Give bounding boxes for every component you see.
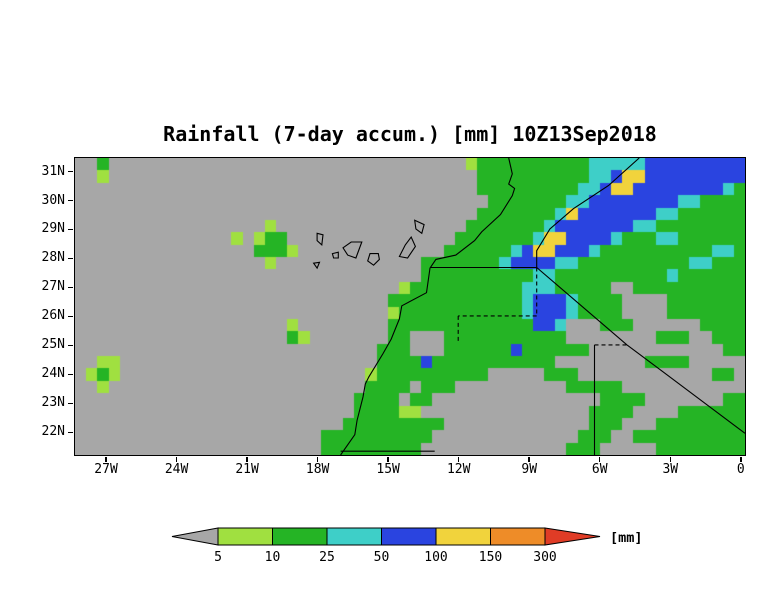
chart-title: Rainfall (7-day accum.) [mm] 10Z13Sep201… <box>163 122 657 146</box>
colorbar-right-arrow <box>544 527 601 546</box>
x-axis-tick <box>387 457 389 462</box>
border-morocco-algeria <box>536 158 640 268</box>
colorbar-tick-label: 150 <box>479 550 502 565</box>
island-lanzarote <box>414 219 425 235</box>
border-algeria-mali <box>626 344 745 434</box>
map-overlay <box>312 158 745 455</box>
colorbar-tick-label: 25 <box>319 550 335 565</box>
colorbar-segment <box>490 527 546 546</box>
colorbar-tick-label: 10 <box>265 550 281 565</box>
x-axis-tick <box>528 457 530 462</box>
x-tick-label: 15W <box>376 462 400 477</box>
y-axis-tick <box>68 228 73 231</box>
border-algeria-mauritania <box>536 267 628 346</box>
island-el-hierro <box>312 261 321 270</box>
x-tick-label: 12W <box>446 462 471 477</box>
x-tick-label: 9W <box>521 462 538 477</box>
y-axis-tick <box>68 257 73 260</box>
y-axis-tick <box>68 431 73 434</box>
y-tick-label: 23N <box>41 395 65 411</box>
y-axis-tick <box>68 286 73 289</box>
island-gran-canaria <box>367 253 380 266</box>
x-axis-tick <box>457 457 460 462</box>
y-tick-label: 29N <box>41 221 65 237</box>
coastline <box>340 158 516 455</box>
y-tick-label: 24N <box>41 366 65 382</box>
x-axis-tick <box>105 457 107 462</box>
y-axis-tick <box>68 170 73 173</box>
map-plot-area <box>74 157 746 456</box>
island-la-palma <box>316 232 324 247</box>
x-axis-tick <box>316 457 319 462</box>
colorbar-tick-label: 100 <box>424 550 447 565</box>
rainfall-field-canvas <box>75 158 745 455</box>
y-tick-label: 22N <box>41 424 65 440</box>
x-axis-tick <box>669 457 672 462</box>
colorbar-segment <box>326 527 382 546</box>
y-axis-tick <box>68 344 73 347</box>
x-tick-label: 21W <box>235 462 259 477</box>
x-tick-label: 0 <box>736 462 745 477</box>
y-tick-label: 25N <box>41 337 65 353</box>
y-tick-label: 30N <box>41 192 65 208</box>
x-tick-label: 24W <box>164 462 189 477</box>
y-axis-tick <box>68 402 73 405</box>
colorbar-tick-label: 300 <box>533 550 556 565</box>
colorbar-tick-label: 50 <box>374 550 390 565</box>
x-tick-label: 3W <box>662 462 679 477</box>
x-axis-tick <box>175 457 178 462</box>
colorbar-segment <box>272 527 328 546</box>
colorbar-segment <box>435 527 491 546</box>
island-tenerife <box>342 241 363 259</box>
x-axis-tick <box>598 457 601 462</box>
y-tick-label: 27N <box>41 279 65 295</box>
island-fuerteventura <box>398 236 417 259</box>
y-axis-tick <box>68 315 73 318</box>
island-la-gomera <box>331 251 339 259</box>
y-axis-tick <box>68 199 73 202</box>
x-axis-tick <box>740 457 742 462</box>
colorbar-segment <box>217 527 273 546</box>
x-axis-tick <box>246 457 248 462</box>
x-tick-label: 6W <box>591 462 608 477</box>
x-tick-label: 18W <box>305 462 330 477</box>
y-tick-label: 28N <box>41 250 65 266</box>
colorbar-tick-label: 5 <box>214 550 222 565</box>
y-tick-label: 31N <box>41 163 65 179</box>
y-axis-tick <box>68 373 73 376</box>
x-tick-label: 27W <box>94 462 118 477</box>
colorbar-left-arrow <box>171 527 219 546</box>
y-tick-label: 26N <box>41 308 65 324</box>
colorbar: 5 10 25 50 100 150 300 <box>171 527 601 565</box>
units-label: [mm] <box>610 530 643 546</box>
colorbar-segment <box>381 527 437 546</box>
